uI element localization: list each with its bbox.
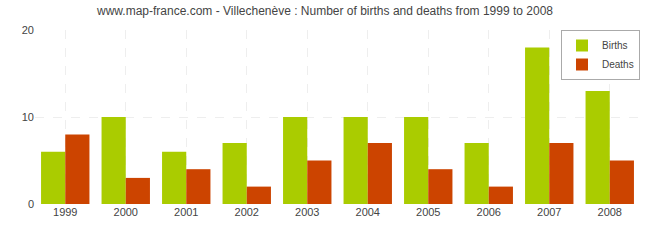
svg-text:10: 10 [22, 111, 34, 123]
svg-text:2005: 2005 [416, 206, 440, 218]
svg-text:0: 0 [28, 198, 34, 210]
svg-text:2006: 2006 [477, 206, 501, 218]
svg-text:2004: 2004 [356, 206, 380, 218]
svg-text:2003: 2003 [295, 206, 319, 218]
svg-text:www.map-france.com - Villechen: www.map-france.com - Villechenève : Numb… [96, 4, 553, 18]
svg-text:2001: 2001 [174, 206, 198, 218]
svg-text:Deaths: Deaths [602, 59, 634, 70]
svg-text:20: 20 [22, 24, 34, 36]
svg-text:2007: 2007 [537, 206, 561, 218]
svg-text:1999: 1999 [53, 206, 77, 218]
svg-text:2008: 2008 [598, 206, 622, 218]
svg-text:2000: 2000 [114, 206, 138, 218]
svg-text:Births: Births [602, 40, 628, 51]
svg-text:2002: 2002 [235, 206, 259, 218]
